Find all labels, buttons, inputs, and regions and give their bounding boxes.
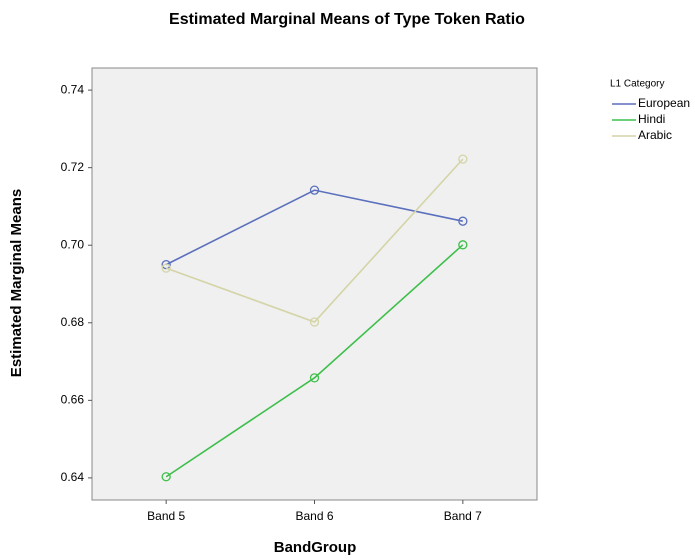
x-tick-label: Band 6 xyxy=(295,509,333,523)
point-marker xyxy=(309,185,320,195)
x-tick-label: Band 7 xyxy=(444,509,482,523)
legend-label: European xyxy=(638,96,690,110)
y-tick-label: 0.70 xyxy=(61,237,85,251)
point-marker xyxy=(458,154,468,164)
plot-area xyxy=(91,67,538,501)
series-line xyxy=(165,189,463,266)
point-marker xyxy=(161,472,171,482)
y-tick-label: 0.74 xyxy=(61,82,85,96)
x-tick-label: Band 5 xyxy=(147,509,185,523)
point-marker xyxy=(309,373,320,383)
y-axis-label: Estimated Marginal Means xyxy=(8,189,25,377)
point-marker xyxy=(309,317,320,327)
y-tick-label: 0.64 xyxy=(61,470,85,484)
legend-title: L1 Category xyxy=(610,79,664,90)
y-tick-label: 0.72 xyxy=(61,160,85,174)
y-tick-label: 0.68 xyxy=(61,315,85,329)
chart-title: Estimated Marginal Means of Type Token R… xyxy=(169,11,525,28)
point-marker xyxy=(458,240,468,250)
legend-label: Arabic xyxy=(638,128,672,142)
point-marker xyxy=(161,263,171,273)
legend-label: Hindi xyxy=(638,112,665,126)
x-axis-label: BandGroup xyxy=(274,539,357,556)
y-tick-label: 0.66 xyxy=(61,393,85,407)
series-line xyxy=(165,158,464,323)
series-line xyxy=(165,244,464,478)
point-marker xyxy=(458,216,468,226)
